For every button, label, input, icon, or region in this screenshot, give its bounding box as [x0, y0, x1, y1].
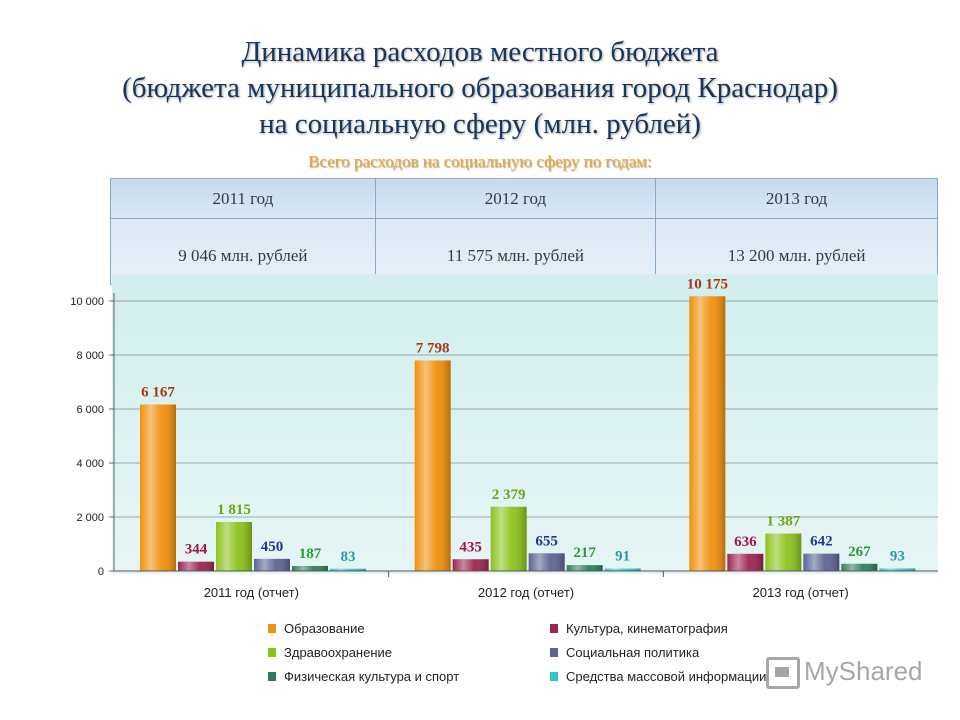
legend-label: Культура, кинематография: [566, 621, 728, 636]
data-label: 642: [810, 534, 833, 550]
bar-shine: [178, 561, 214, 571]
data-label: 91: [615, 549, 630, 565]
legend-swatch: [550, 624, 558, 633]
y-tick-label: 8 000: [76, 350, 104, 362]
data-label: 2 379: [492, 487, 526, 503]
legend-swatch: [268, 648, 276, 657]
bar-shine: [765, 533, 802, 571]
x-tick-label: 2013 год (отчет): [753, 585, 849, 600]
bar-shine: [330, 568, 366, 571]
title-line-3: на социальную сферу (млн. рублей): [259, 108, 701, 140]
data-label: 267: [848, 544, 871, 560]
data-label: 93: [890, 548, 905, 564]
legend-label: Социальная политика: [566, 645, 700, 660]
bar-shine: [414, 360, 451, 571]
totals-table: 2011 год 2012 год 2013 год 9 046 млн. ру…: [110, 178, 938, 285]
legend-swatch: [550, 672, 558, 681]
presentation-icon: [766, 657, 800, 690]
totals-values-row: 9 046 млн. рублей 11 575 млн. рублей 13 …: [110, 218, 938, 285]
legend: Образование Культура, кинематография Здрав…: [268, 621, 766, 684]
bar-shine: [528, 553, 565, 571]
data-label: 10 175: [687, 276, 728, 292]
x-tick-label: 2012 год (отчет): [478, 585, 574, 600]
totals-year-2011: 2011 год: [110, 178, 376, 219]
bar-shine: [566, 565, 603, 571]
watermark-text: MyShared: [804, 656, 923, 686]
y-tick-label: 0: [98, 566, 104, 578]
data-label: 1 815: [217, 502, 251, 518]
data-label: 435: [459, 539, 482, 555]
totals-amount-2011: 9 046 млн. рублей: [110, 218, 376, 285]
bar-shine: [216, 521, 252, 571]
totals-year-2013: 2013 год: [655, 178, 938, 219]
data-label: 7 798: [416, 340, 450, 356]
data-label: 83: [341, 549, 356, 565]
bar-shine: [490, 506, 527, 571]
y-tick-label: 10 000: [70, 296, 104, 308]
totals-header-row: 2011 год 2012 год 2013 год: [110, 178, 938, 219]
bar-shine: [879, 568, 916, 571]
y-axis: 0 2 000 4 000 6 000 8 000 10 000: [70, 293, 115, 578]
data-label: 187: [299, 546, 322, 562]
bar-shine: [604, 568, 641, 571]
data-label: 636: [734, 534, 757, 550]
bar-shine: [841, 563, 878, 571]
totals-year-2012: 2012 год: [374, 178, 657, 219]
y-tick-label: 4 000: [76, 458, 104, 470]
data-label: 217: [573, 545, 596, 561]
bar-shine: [140, 404, 176, 571]
data-label: 1 387: [766, 514, 800, 530]
data-label: 344: [185, 542, 208, 558]
title-line-1: Динамика расходов местного бюджета: [241, 36, 719, 68]
data-labels: 6 167 344 1 815 450 187 83 7 798 435 2 379 655 217…: [141, 276, 905, 564]
x-axis: 2011 год (отчет) 2012 год (отчет) 2013 год…: [114, 570, 938, 600]
legend-label: Средства массовой информации: [566, 669, 766, 684]
data-label: 655: [535, 533, 558, 549]
legend-swatch: [268, 624, 276, 633]
page-title: Динамика расходов местного бюджета (бюдж…: [0, 34, 960, 142]
data-label: 6 167: [141, 384, 175, 400]
y-tick-label: 2 000: [76, 512, 104, 524]
data-label: 450: [261, 539, 284, 555]
title-line-2: (бюджета муниципального образования горо…: [122, 72, 838, 104]
y-tick-label: 6 000: [76, 404, 104, 416]
x-tick-label: 2011 год (отчет): [204, 585, 299, 600]
legend-label: Физическая культура и спорт: [284, 669, 459, 684]
bar-shine: [292, 565, 328, 571]
legend-swatch: [268, 672, 276, 681]
legend-label: Здравоохранение: [284, 645, 392, 660]
chart-subtitle: Всего расходов на социальную сферу по го…: [308, 152, 652, 171]
bar-shine: [727, 553, 764, 571]
watermark: MyShared: [766, 656, 923, 690]
bar-shine: [803, 553, 840, 571]
legend-swatch: [550, 648, 558, 657]
bar-chart: 0 2 000 4 000 6 000 8 000 10 000 6 167 344 1 81…: [70, 274, 938, 684]
bar-shine: [254, 558, 290, 571]
bars-group: [140, 296, 916, 571]
legend-label: Образование: [284, 621, 365, 636]
bar-shine: [452, 559, 489, 571]
bar-shine: [689, 296, 726, 571]
